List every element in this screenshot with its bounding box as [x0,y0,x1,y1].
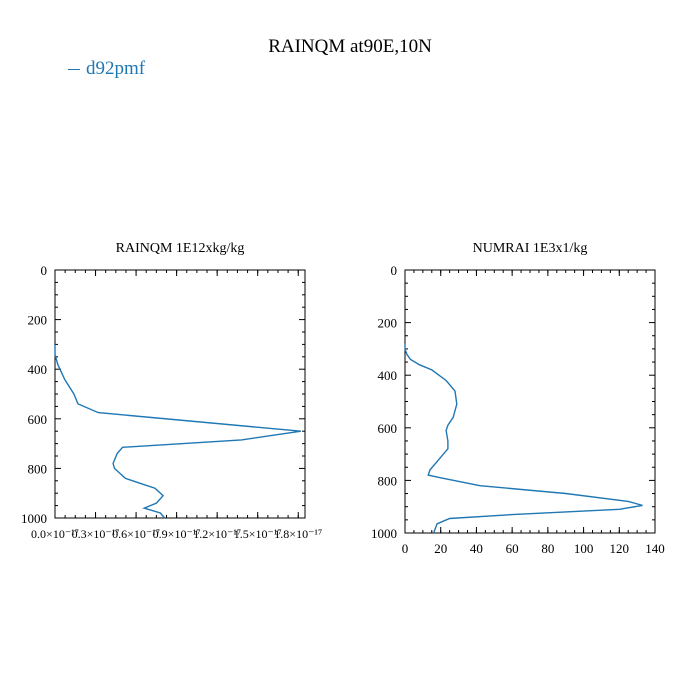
x-tick-label-2: 140 [645,541,665,556]
x-tick-label-1: 1.8×10⁻¹⁷ [274,527,322,541]
y-tick-label-1: 800 [28,461,48,476]
x-tick-label-1: 0.6×10⁻¹⁷ [112,527,160,541]
y-tick-label-1: 200 [28,313,48,328]
legend-label: d92pmf [86,58,146,79]
panel-title-2: NUMRAI 1E3x1/kg [473,241,588,256]
y-tick-label-2: 0 [391,263,398,278]
y-tick-label-2: 400 [378,368,398,383]
y-tick-label-2: 200 [378,316,398,331]
y-tick-label-1: 1000 [21,511,47,526]
y-tick-label-1: 0 [41,263,48,278]
x-tick-label-2: 80 [541,541,554,556]
figure-title: RAINQM at90E,10N [268,36,432,57]
x-tick-label-1: 0.9×10⁻¹⁷ [153,527,201,541]
x-tick-label-1: 1.2×10⁻¹⁷ [193,527,241,541]
x-tick-label-2: 20 [434,541,447,556]
x-tick-label-2: 40 [470,541,483,556]
y-tick-label-1: 400 [28,362,48,377]
panel-title-1: RAINQM 1E12xkg/kg [116,241,245,256]
series-line-1-1 [54,344,302,519]
x-tick-label-2: 0 [402,541,409,556]
y-tick-label-2: 800 [378,473,398,488]
x-tick-label-1: 0.0×10⁻¹⁷ [31,527,79,541]
y-tick-label-1: 600 [28,412,48,427]
legend: d92pmf [68,58,145,80]
plot-frame-2 [404,269,656,534]
x-tick-label-2: 100 [574,541,594,556]
x-tick-label-1: 0.3×10⁻¹⁷ [72,527,120,541]
x-tick-label-2: 60 [506,541,519,556]
series-line-2-1 [404,343,643,534]
y-tick-label-2: 1000 [371,526,397,541]
y-tick-label-2: 600 [378,421,398,436]
legend-line-swatch [68,68,80,71]
x-tick-label-1: 1.5×10⁻¹⁷ [234,527,282,541]
x-tick-label-2: 120 [610,541,630,556]
plot-frame-1 [54,269,306,519]
